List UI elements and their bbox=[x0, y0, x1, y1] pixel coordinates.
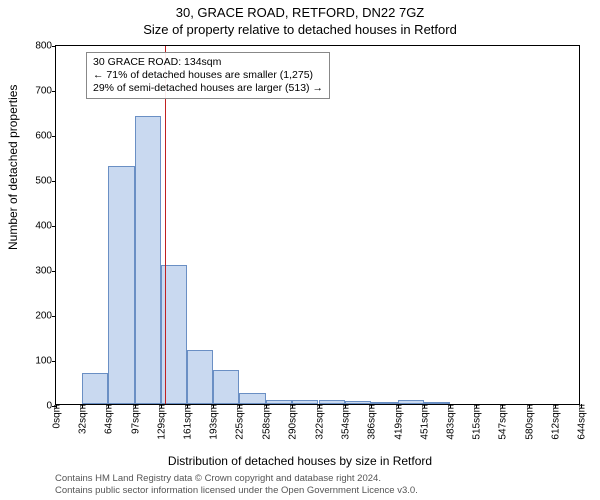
x-tick-mark bbox=[476, 404, 477, 408]
y-tick-mark bbox=[52, 226, 56, 227]
bar bbox=[398, 400, 424, 405]
x-tick-label: 322sqm bbox=[312, 404, 325, 440]
x-tick-mark bbox=[135, 404, 136, 408]
bar bbox=[135, 116, 161, 404]
x-tick-label: 483sqm bbox=[443, 404, 456, 440]
y-axis-label: Number of detached properties bbox=[6, 85, 20, 250]
attribution-line2: Contains public sector information licen… bbox=[55, 485, 418, 496]
x-tick-label: 32sqm bbox=[76, 404, 89, 434]
attribution: Contains HM Land Registry data © Crown c… bbox=[55, 473, 418, 496]
x-tick-label: 612sqm bbox=[548, 404, 561, 440]
bar bbox=[213, 370, 239, 404]
y-tick-mark bbox=[52, 181, 56, 182]
x-tick-mark bbox=[161, 404, 162, 408]
annotation-box: 30 GRACE ROAD: 134sqm ← 71% of detached … bbox=[86, 52, 330, 99]
x-tick-label: 644sqm bbox=[575, 404, 588, 440]
bar bbox=[82, 373, 108, 404]
title-sub: Size of property relative to detached ho… bbox=[0, 22, 600, 37]
x-tick-label: 97sqm bbox=[129, 404, 142, 434]
x-tick-mark bbox=[213, 404, 214, 408]
bar bbox=[266, 400, 292, 404]
x-tick-mark bbox=[345, 404, 346, 408]
x-tick-mark bbox=[502, 404, 503, 408]
bar bbox=[424, 402, 450, 404]
bar bbox=[292, 400, 318, 405]
y-tick-mark bbox=[52, 136, 56, 137]
x-tick-label: 580sqm bbox=[522, 404, 535, 440]
x-tick-label: 64sqm bbox=[102, 404, 115, 434]
x-tick-mark bbox=[424, 404, 425, 408]
x-tick-label: 547sqm bbox=[495, 404, 508, 440]
plot-area: 01002003004005006007008000sqm32sqm64sqm9… bbox=[55, 45, 580, 405]
bar bbox=[371, 402, 398, 404]
x-tick-label: 386sqm bbox=[364, 404, 377, 440]
y-tick-mark bbox=[52, 271, 56, 272]
y-tick-mark bbox=[52, 316, 56, 317]
annotation-line2: ← 71% of detached houses are smaller (1,… bbox=[93, 69, 323, 82]
x-tick-label: 290sqm bbox=[286, 404, 299, 440]
x-tick-label: 225sqm bbox=[233, 404, 246, 440]
x-tick-label: 354sqm bbox=[338, 404, 351, 440]
x-tick-label: 515sqm bbox=[469, 404, 482, 440]
x-tick-mark bbox=[187, 404, 188, 408]
x-tick-mark bbox=[292, 404, 293, 408]
x-tick-label: 419sqm bbox=[391, 404, 404, 440]
x-tick-label: 129sqm bbox=[155, 404, 168, 440]
bar bbox=[187, 350, 213, 404]
annotation-line1: 30 GRACE ROAD: 134sqm bbox=[93, 56, 323, 69]
x-tick-mark bbox=[398, 404, 399, 408]
title-main: 30, GRACE ROAD, RETFORD, DN22 7GZ bbox=[0, 5, 600, 20]
bar bbox=[108, 166, 135, 405]
x-tick-mark bbox=[529, 404, 530, 408]
y-tick-mark bbox=[52, 361, 56, 362]
bar bbox=[345, 401, 371, 404]
attribution-line1: Contains HM Land Registry data © Crown c… bbox=[55, 473, 418, 484]
x-tick-mark bbox=[581, 404, 582, 408]
x-tick-label: 161sqm bbox=[181, 404, 194, 440]
x-tick-mark bbox=[82, 404, 83, 408]
x-tick-mark bbox=[371, 404, 372, 408]
x-tick-mark bbox=[108, 404, 109, 408]
x-tick-label: 451sqm bbox=[417, 404, 430, 440]
reference-line bbox=[165, 46, 166, 404]
bar bbox=[319, 400, 345, 404]
y-tick-mark bbox=[52, 46, 56, 47]
x-tick-label: 193sqm bbox=[207, 404, 220, 440]
x-tick-mark bbox=[56, 404, 57, 408]
x-tick-mark bbox=[319, 404, 320, 408]
x-tick-label: 258sqm bbox=[260, 404, 273, 440]
annotation-line3: 29% of semi-detached houses are larger (… bbox=[93, 82, 323, 95]
chart-container: 30, GRACE ROAD, RETFORD, DN22 7GZ Size o… bbox=[0, 0, 600, 500]
x-tick-mark bbox=[555, 404, 556, 408]
x-tick-mark bbox=[450, 404, 451, 408]
y-tick-mark bbox=[52, 91, 56, 92]
x-axis-label: Distribution of detached houses by size … bbox=[0, 454, 600, 468]
x-tick-mark bbox=[266, 404, 267, 408]
bar bbox=[239, 393, 266, 404]
x-tick-mark bbox=[239, 404, 240, 408]
